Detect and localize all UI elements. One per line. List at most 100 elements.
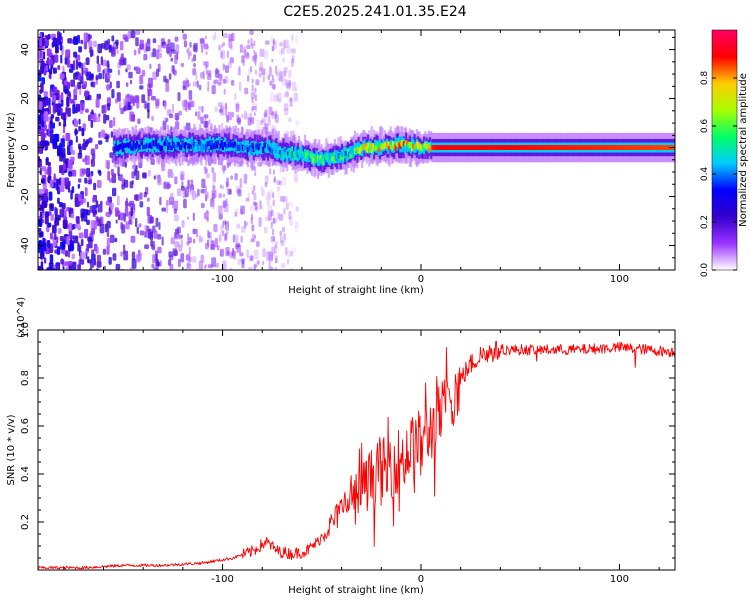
noise-speckle bbox=[225, 65, 229, 73]
noise-streak bbox=[253, 40, 256, 47]
noise-speckle bbox=[195, 228, 199, 238]
noise-streak bbox=[250, 38, 253, 45]
ridge-cell bbox=[484, 145, 488, 150]
noise-streak bbox=[274, 176, 277, 183]
noise-speckle bbox=[231, 79, 235, 86]
ridge-cell bbox=[118, 144, 121, 151]
noise-speckle bbox=[165, 203, 169, 214]
ridge-cell bbox=[188, 138, 191, 147]
noise-speckle bbox=[98, 170, 102, 176]
noise-speckle bbox=[235, 242, 241, 248]
ridge-cell bbox=[303, 153, 307, 160]
ridge-cell bbox=[639, 145, 642, 150]
noise-speckle bbox=[50, 214, 54, 221]
ridge-cell bbox=[509, 145, 513, 150]
noise-speckle bbox=[53, 173, 56, 181]
spectrogram-axes: -100 0 100 -40 -20 0 20 40 bbox=[20, 30, 675, 285]
x-tick-label: 0 bbox=[418, 574, 424, 585]
noise-streak bbox=[222, 230, 224, 237]
noise-speckle bbox=[98, 140, 103, 145]
noise-speckle bbox=[257, 162, 262, 167]
ridge-cell bbox=[456, 145, 459, 150]
ridge-cell bbox=[358, 147, 361, 154]
ridge-cell bbox=[249, 145, 252, 150]
noise-speckle bbox=[162, 162, 166, 171]
ridge-cell bbox=[311, 154, 314, 160]
ridge-cell bbox=[143, 144, 146, 150]
noise-streak bbox=[275, 257, 277, 264]
ridge-cell bbox=[367, 142, 370, 149]
noise-speckle bbox=[290, 58, 294, 68]
noise-speckle bbox=[80, 251, 85, 260]
ridge-cell bbox=[495, 145, 498, 150]
snr-frame bbox=[37, 329, 676, 571]
ridge-cell bbox=[407, 142, 410, 147]
noise-speckle bbox=[46, 48, 52, 57]
noise-speckle bbox=[218, 44, 221, 51]
noise-speckle bbox=[251, 224, 255, 232]
noise-speckle bbox=[284, 39, 289, 49]
spectrogram-x-axis-label: Height of straight line (km) bbox=[288, 285, 424, 296]
noise-speckle bbox=[144, 244, 149, 249]
noise-speckle bbox=[74, 85, 78, 95]
ridge-cell bbox=[320, 158, 323, 165]
noise-speckle bbox=[80, 101, 84, 111]
noise-speckle bbox=[93, 220, 97, 230]
ridge-cell bbox=[528, 145, 532, 150]
ridge-cell bbox=[430, 145, 433, 151]
noise-speckle bbox=[78, 232, 84, 239]
noise-speckle bbox=[158, 222, 161, 230]
noise-speckle bbox=[58, 121, 61, 127]
ridge-cell bbox=[542, 145, 545, 150]
ridge-cell bbox=[442, 145, 445, 150]
noise-speckle bbox=[49, 89, 53, 98]
noise-speckle bbox=[156, 68, 160, 77]
noise-streak bbox=[250, 255, 253, 262]
ridge-cell bbox=[624, 145, 627, 150]
ridge-cell bbox=[543, 145, 546, 150]
ridge-cell bbox=[199, 140, 202, 146]
noise-speckle bbox=[240, 205, 245, 215]
noise-speckle bbox=[203, 120, 208, 128]
ridge-cell bbox=[178, 144, 182, 150]
noise-speckle bbox=[109, 120, 113, 128]
noise-speckle bbox=[207, 70, 212, 81]
noise-speckle bbox=[276, 186, 280, 191]
noise-streak bbox=[272, 192, 275, 199]
ridge-cell bbox=[315, 154, 318, 161]
noise-speckle bbox=[243, 46, 246, 53]
noise-speckle bbox=[234, 234, 239, 243]
noise-speckle bbox=[110, 131, 114, 138]
noise-speckle bbox=[131, 251, 136, 261]
ridge-cell bbox=[398, 136, 401, 148]
noise-speckle bbox=[59, 202, 63, 208]
ridge-cell bbox=[218, 145, 221, 151]
ridge-cell bbox=[277, 147, 280, 159]
noise-speckle bbox=[44, 145, 47, 151]
noise-speckle bbox=[198, 84, 202, 91]
ridge-cell bbox=[475, 145, 478, 150]
ridge-cell bbox=[383, 142, 386, 148]
ridge-cell bbox=[336, 154, 339, 159]
noise-speckle bbox=[238, 66, 241, 76]
noise-speckle bbox=[237, 188, 242, 197]
ridge-cell bbox=[278, 150, 282, 155]
ridge-cell bbox=[629, 145, 632, 150]
noise-speckle bbox=[246, 44, 251, 50]
ridge-cell bbox=[513, 145, 516, 150]
ridge-cell bbox=[654, 145, 657, 150]
noise-speckle bbox=[38, 227, 42, 233]
noise-speckle bbox=[173, 54, 178, 65]
noise-speckle bbox=[150, 95, 156, 101]
ridge-cell bbox=[577, 145, 580, 150]
noise-speckle bbox=[169, 113, 174, 119]
noise-speckle bbox=[280, 196, 285, 202]
ridge-cell bbox=[127, 143, 130, 149]
noise-speckle bbox=[240, 235, 243, 243]
noise-streak bbox=[204, 185, 207, 194]
noise-speckle bbox=[289, 97, 293, 107]
noise-speckle bbox=[156, 261, 161, 267]
noise-streak bbox=[185, 185, 188, 194]
noise-speckle bbox=[74, 130, 79, 134]
ridge-cell bbox=[548, 145, 551, 150]
